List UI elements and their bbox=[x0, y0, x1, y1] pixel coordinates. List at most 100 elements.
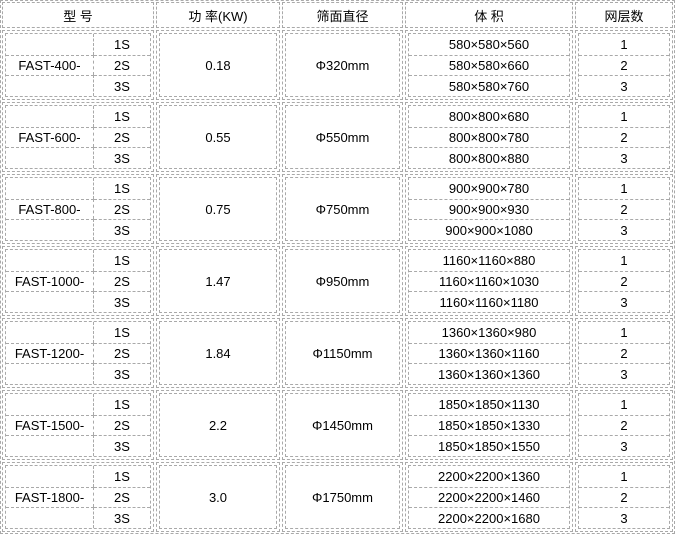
table-header-row: 型 号 功 率(KW) 筛面直径 体 积 网层数 bbox=[2, 2, 673, 28]
table-row: 1S FAST-1500- 2S 3S 2.2 Φ1450mm 1850×185… bbox=[2, 390, 673, 460]
layer-cell: 3 bbox=[579, 291, 669, 312]
size-cell: 2S bbox=[94, 198, 150, 220]
model-name: FAST-1800- bbox=[6, 486, 94, 508]
table-row: 1S FAST-1800- 2S 3S 3.0 Φ1750mm 2200×220… bbox=[2, 462, 673, 532]
model-spacer bbox=[6, 394, 94, 415]
volume-cell: 900×900×1080 bbox=[409, 219, 569, 240]
model-spacer bbox=[6, 75, 94, 96]
size-cell: 3S bbox=[94, 75, 150, 96]
volume-cell: 800×800×880 bbox=[409, 147, 569, 168]
layers-block: 1 2 3 bbox=[578, 105, 670, 169]
volume-group-cell: 2200×2200×1360 2200×2200×1460 2200×2200×… bbox=[405, 462, 573, 532]
layers-group-cell: 1 2 3 bbox=[575, 30, 673, 100]
header-model: 型 号 bbox=[2, 2, 154, 28]
size-cell: 2S bbox=[94, 126, 150, 148]
volume-cell: 1160×1160×1030 bbox=[409, 270, 569, 292]
volume-group-cell: 900×900×780 900×900×930 900×900×1080 bbox=[405, 174, 573, 244]
diameter-cell: Φ750mm bbox=[285, 177, 400, 241]
size-cell: 2S bbox=[94, 486, 150, 508]
power-cell: 0.55 bbox=[159, 105, 277, 169]
model-name: FAST-1000- bbox=[6, 270, 94, 292]
model-name: FAST-800- bbox=[6, 198, 94, 220]
volume-cell: 1360×1360×1160 bbox=[409, 342, 569, 364]
diameter-group-cell: Φ1750mm bbox=[282, 462, 403, 532]
size-cell: 1S bbox=[114, 252, 130, 268]
model-spacer bbox=[6, 322, 94, 343]
volume-cell: 1850×1850×1550 bbox=[409, 435, 569, 456]
volume-group-cell: 1850×1850×1130 1850×1850×1330 1850×1850×… bbox=[405, 390, 573, 460]
model-block: 1S FAST-400- 2S 3S bbox=[5, 33, 151, 97]
layer-cell: 3 bbox=[579, 507, 669, 528]
size-cell: 3S bbox=[94, 435, 150, 456]
model-group-cell: 1S FAST-1500- 2S 3S bbox=[2, 390, 154, 460]
table-row: 1S FAST-800- 2S 3S 0.75 Φ750mm 900×900×7… bbox=[2, 174, 673, 244]
volume-block: 800×800×680 800×800×780 800×800×880 bbox=[408, 105, 570, 169]
layer-cell: 1 bbox=[620, 108, 628, 124]
model-group-cell: 1S FAST-600- 2S 3S bbox=[2, 102, 154, 172]
volume-block: 2200×2200×1360 2200×2200×1460 2200×2200×… bbox=[408, 465, 570, 529]
header-volume: 体 积 bbox=[405, 2, 573, 28]
size-cell: 1S bbox=[114, 180, 130, 196]
layers-group-cell: 1 2 3 bbox=[575, 102, 673, 172]
volume-cell: 1160×1160×880 bbox=[442, 252, 536, 268]
diameter-group-cell: Φ950mm bbox=[282, 246, 403, 316]
model-name: FAST-1200- bbox=[6, 342, 94, 364]
volume-cell: 1360×1360×980 bbox=[441, 324, 537, 340]
power-cell: 2.2 bbox=[159, 393, 277, 457]
layer-cell: 3 bbox=[579, 435, 669, 456]
volume-group-cell: 1360×1360×980 1360×1360×1160 1360×1360×1… bbox=[405, 318, 573, 388]
layer-cell: 2 bbox=[579, 486, 669, 508]
volume-block: 1360×1360×980 1360×1360×1160 1360×1360×1… bbox=[408, 321, 570, 385]
volume-cell: 1850×1850×1130 bbox=[438, 396, 540, 412]
size-cell: 2S bbox=[94, 54, 150, 76]
volume-group-cell: 800×800×680 800×800×780 800×800×880 bbox=[405, 102, 573, 172]
layer-cell: 1 bbox=[620, 36, 628, 52]
layers-block: 1 2 3 bbox=[578, 33, 670, 97]
layer-cell: 2 bbox=[579, 270, 669, 292]
model-name: FAST-1500- bbox=[6, 414, 94, 436]
diameter-group-cell: Φ1150mm bbox=[282, 318, 403, 388]
layer-cell: 2 bbox=[579, 414, 669, 436]
volume-cell: 580×580×560 bbox=[448, 36, 530, 52]
diameter-group-cell: Φ1450mm bbox=[282, 390, 403, 460]
diameter-cell: Φ1750mm bbox=[285, 465, 400, 529]
model-spacer bbox=[6, 147, 94, 168]
model-spacer bbox=[6, 219, 94, 240]
layers-group-cell: 1 2 3 bbox=[575, 462, 673, 532]
size-cell: 2S bbox=[94, 414, 150, 436]
volume-block: 580×580×560 580×580×660 580×580×760 bbox=[408, 33, 570, 97]
layer-cell: 2 bbox=[579, 126, 669, 148]
size-cell: 3S bbox=[94, 291, 150, 312]
header-diameter: 筛面直径 bbox=[282, 2, 403, 28]
volume-block: 900×900×780 900×900×930 900×900×1080 bbox=[408, 177, 570, 241]
size-cell: 2S bbox=[94, 270, 150, 292]
diameter-cell: Φ1150mm bbox=[285, 321, 400, 385]
size-cell: 3S bbox=[94, 147, 150, 168]
model-name: FAST-600- bbox=[6, 126, 94, 148]
table-row: 1S FAST-1200- 2S 3S 1.84 Φ1150mm 1360×13… bbox=[2, 318, 673, 388]
layer-cell: 3 bbox=[579, 147, 669, 168]
size-cell: 2S bbox=[94, 342, 150, 364]
table-row: 1S FAST-600- 2S 3S 0.55 Φ550mm 800×800×6… bbox=[2, 102, 673, 172]
diameter-cell: Φ320mm bbox=[285, 33, 400, 97]
layers-block: 1 2 3 bbox=[578, 393, 670, 457]
volume-block: 1160×1160×880 1160×1160×1030 1160×1160×1… bbox=[408, 249, 570, 313]
power-group-cell: 0.55 bbox=[156, 102, 280, 172]
model-block: 1S FAST-1500- 2S 3S bbox=[5, 393, 151, 457]
volume-cell: 800×800×780 bbox=[409, 126, 569, 148]
layers-block: 1 2 3 bbox=[578, 465, 670, 529]
layer-cell: 1 bbox=[620, 468, 628, 484]
diameter-group-cell: Φ550mm bbox=[282, 102, 403, 172]
layer-cell: 3 bbox=[579, 75, 669, 96]
model-group-cell: 1S FAST-1000- 2S 3S bbox=[2, 246, 154, 316]
diameter-cell: Φ1450mm bbox=[285, 393, 400, 457]
layer-cell: 2 bbox=[579, 198, 669, 220]
table-body: 1S FAST-400- 2S 3S 0.18 Φ320mm 580×580×5… bbox=[2, 30, 673, 532]
volume-group-cell: 1160×1160×880 1160×1160×1030 1160×1160×1… bbox=[405, 246, 573, 316]
power-group-cell: 1.47 bbox=[156, 246, 280, 316]
layers-group-cell: 1 2 3 bbox=[575, 318, 673, 388]
layer-cell: 3 bbox=[579, 363, 669, 384]
power-cell: 3.0 bbox=[159, 465, 277, 529]
power-group-cell: 0.75 bbox=[156, 174, 280, 244]
power-cell: 0.18 bbox=[159, 33, 277, 97]
